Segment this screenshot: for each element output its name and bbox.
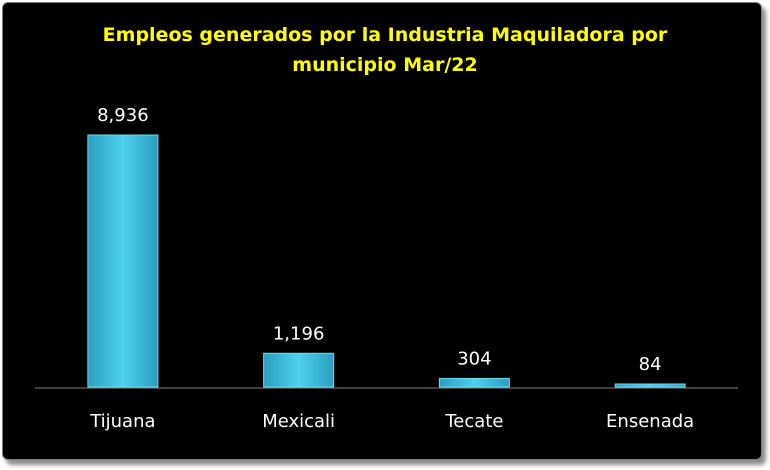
data-label-ensenada: 84	[639, 354, 662, 375]
data-label-tijuana: 8,936	[97, 105, 149, 126]
x-tick-tijuana: Tijuana	[89, 411, 155, 432]
x-tick-mexicali: Mexicali	[262, 411, 335, 432]
data-label-mexicali: 1,196	[273, 323, 325, 344]
bar-mexicali	[263, 352, 335, 388]
chart-title-line-1: Empleos generados por la Industria Maqui…	[102, 24, 668, 46]
chart-title-line-2: municipio Mar/22	[292, 54, 478, 76]
bar-tecate	[438, 377, 510, 388]
data-label-tecate: 304	[457, 348, 491, 369]
bar-tijuana	[87, 134, 159, 388]
chart-title: Empleos generados por la Industria Maqui…	[0, 20, 770, 80]
bar-ensenada	[614, 383, 686, 388]
x-tick-tecate: Tecate	[444, 411, 503, 432]
x-tick-ensenada: Ensenada	[606, 411, 694, 432]
